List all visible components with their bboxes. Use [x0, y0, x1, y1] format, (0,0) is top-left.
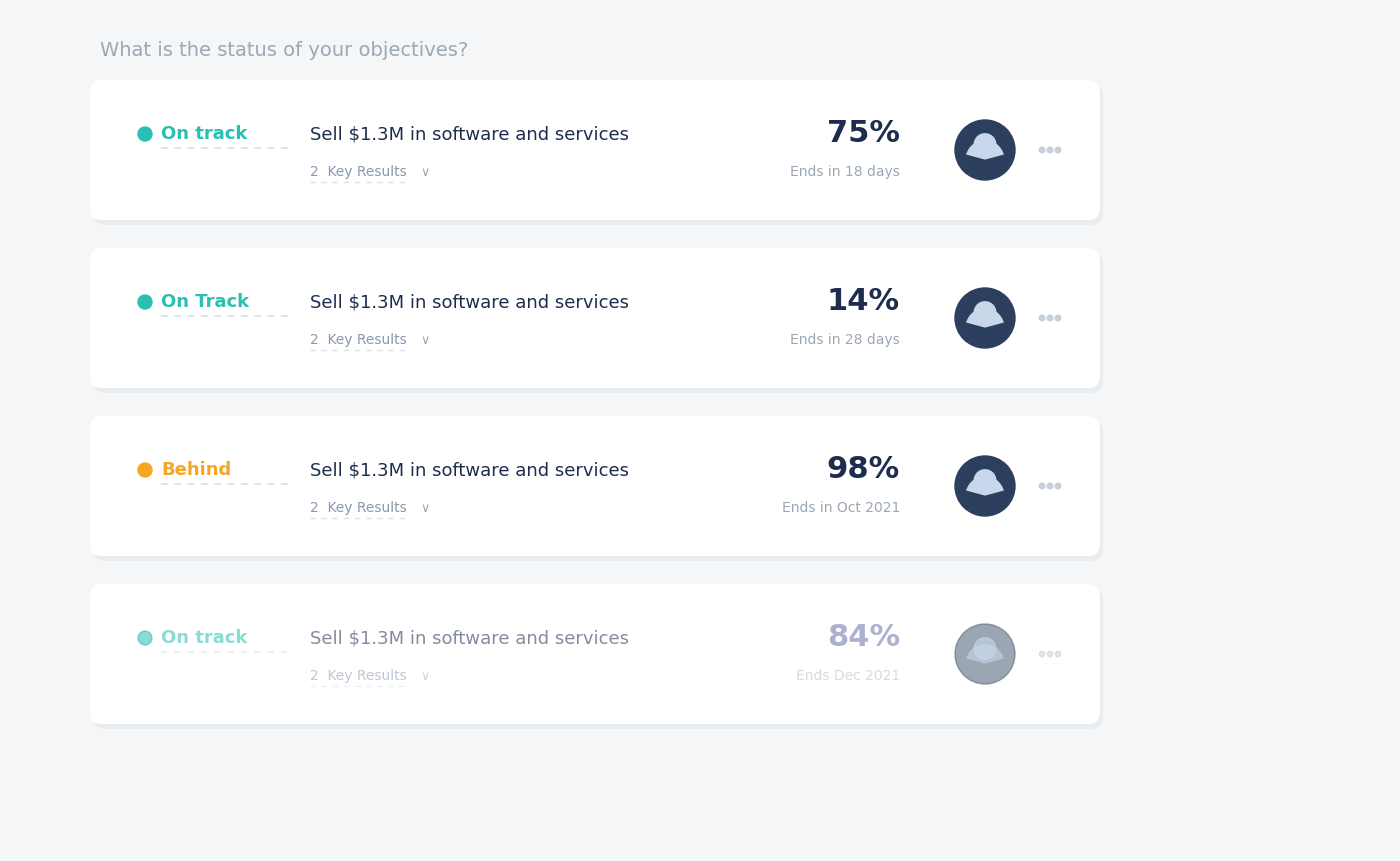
FancyBboxPatch shape [92, 85, 1103, 225]
Text: 14%: 14% [827, 288, 900, 317]
Wedge shape [966, 140, 1004, 159]
Circle shape [974, 470, 995, 492]
Text: 75%: 75% [827, 120, 900, 148]
FancyBboxPatch shape [92, 253, 1103, 393]
Circle shape [1056, 483, 1061, 489]
Circle shape [1056, 315, 1061, 321]
Circle shape [1047, 483, 1053, 489]
Text: Ends in 28 days: Ends in 28 days [790, 333, 900, 347]
Circle shape [955, 456, 1015, 516]
Circle shape [1039, 147, 1044, 152]
Text: 84%: 84% [827, 623, 900, 653]
Wedge shape [966, 308, 1004, 327]
Text: Behind: Behind [161, 461, 231, 479]
Wedge shape [966, 644, 1004, 664]
Text: Sell $1.3M in software and services: Sell $1.3M in software and services [309, 629, 629, 647]
Circle shape [974, 133, 995, 155]
Circle shape [955, 624, 1015, 684]
Circle shape [955, 120, 1015, 180]
Text: On track: On track [161, 125, 248, 143]
Text: 2  Key Results: 2 Key Results [309, 669, 407, 683]
Circle shape [955, 288, 1015, 348]
FancyBboxPatch shape [92, 421, 1103, 561]
Circle shape [1056, 651, 1061, 657]
Circle shape [139, 631, 153, 645]
Text: Sell $1.3M in software and services: Sell $1.3M in software and services [309, 461, 629, 479]
Text: ∨: ∨ [420, 503, 430, 516]
Text: ∨: ∨ [420, 166, 430, 179]
FancyBboxPatch shape [90, 80, 1100, 220]
FancyBboxPatch shape [90, 248, 1100, 388]
Wedge shape [966, 476, 1004, 496]
Circle shape [1039, 483, 1044, 489]
Text: ∨: ∨ [420, 335, 430, 348]
Circle shape [1047, 315, 1053, 321]
Text: 2  Key Results: 2 Key Results [309, 165, 407, 179]
FancyBboxPatch shape [90, 584, 1100, 724]
Circle shape [139, 463, 153, 477]
Text: Sell $1.3M in software and services: Sell $1.3M in software and services [309, 125, 629, 143]
Text: ∨: ∨ [420, 671, 430, 684]
FancyBboxPatch shape [90, 416, 1100, 556]
Circle shape [974, 638, 995, 660]
Circle shape [139, 127, 153, 141]
Circle shape [1039, 651, 1044, 657]
Text: 98%: 98% [827, 455, 900, 485]
Circle shape [139, 295, 153, 309]
Text: On Track: On Track [161, 293, 249, 311]
Text: Ends in 18 days: Ends in 18 days [790, 165, 900, 179]
Text: Ends in Oct 2021: Ends in Oct 2021 [781, 501, 900, 515]
Text: 2  Key Results: 2 Key Results [309, 333, 407, 347]
Text: Sell $1.3M in software and services: Sell $1.3M in software and services [309, 293, 629, 311]
Circle shape [974, 302, 995, 324]
Text: What is the status of your objectives?: What is the status of your objectives? [99, 40, 468, 59]
Circle shape [1039, 315, 1044, 321]
Text: 2  Key Results: 2 Key Results [309, 501, 407, 515]
Text: Ends Dec 2021: Ends Dec 2021 [795, 669, 900, 683]
Circle shape [1047, 147, 1053, 152]
Text: On track: On track [161, 629, 248, 647]
Circle shape [1047, 651, 1053, 657]
FancyBboxPatch shape [92, 589, 1103, 729]
Circle shape [1056, 147, 1061, 152]
